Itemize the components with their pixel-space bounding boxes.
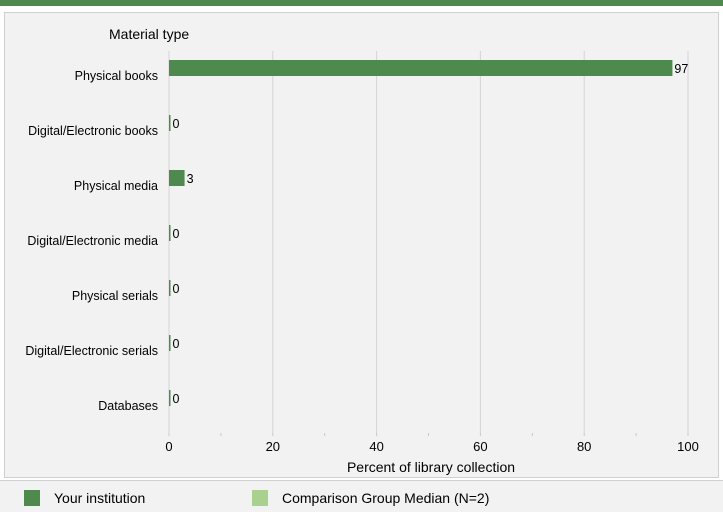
category-label: Physical serials	[72, 289, 158, 303]
value-label: 97	[674, 62, 688, 76]
chart-panel: Material type Physical books Digital/Elec…	[4, 12, 719, 478]
value-label: 0	[173, 117, 180, 131]
x-tick-label: 80	[577, 439, 591, 454]
value-label: 0	[173, 227, 180, 241]
bar	[169, 225, 171, 241]
bar	[169, 390, 171, 406]
bar	[169, 335, 171, 351]
legend-item-comparison-median: Comparison Group Median (N=2)	[252, 490, 489, 506]
legend-label-comparison-median: Comparison Group Median (N=2)	[282, 490, 490, 506]
category-label: Databases	[98, 399, 158, 413]
category-labels: Physical books Digital/Electronic books Ph…	[25, 69, 158, 413]
category-label: Physical media	[74, 179, 158, 193]
bar	[169, 280, 171, 296]
value-label: 0	[173, 337, 180, 351]
x-axis-label: Percent of library collection	[347, 459, 515, 475]
x-tick-label: 0	[165, 439, 172, 454]
category-label: Physical books	[75, 69, 158, 83]
chart-title: Material type	[109, 26, 189, 42]
legend-swatch-your-institution	[24, 490, 40, 506]
bar	[169, 115, 171, 131]
bar-chart: Material type Physical books Digital/Elec…	[25, 26, 699, 475]
legend: Your institution Comparison Group Median…	[0, 480, 723, 512]
x-tick-labels: 0 20 40 60 80 100	[165, 439, 698, 454]
category-label: Digital/Electronic books	[28, 124, 158, 138]
legend-item-your-institution: Your institution	[24, 490, 145, 506]
value-label: 0	[173, 392, 180, 406]
x-tick-label: 40	[369, 439, 383, 454]
bar	[169, 170, 185, 186]
x-tick-label: 100	[677, 439, 699, 454]
bars	[169, 60, 673, 406]
value-label: 0	[173, 282, 180, 296]
category-label: Digital/Electronic serials	[25, 344, 158, 358]
x-tick-label: 60	[473, 439, 487, 454]
legend-label-your-institution: Your institution	[54, 490, 146, 506]
x-tick-label: 20	[266, 439, 280, 454]
bar	[169, 60, 673, 76]
gridlines	[168, 51, 689, 436]
top-accent-bar	[0, 0, 723, 6]
value-labels: 97 0 3 0 0 0 0	[173, 62, 689, 406]
category-label: Digital/Electronic media	[27, 234, 158, 248]
value-label: 3	[187, 172, 194, 186]
legend-swatch-comparison-median	[252, 490, 268, 506]
